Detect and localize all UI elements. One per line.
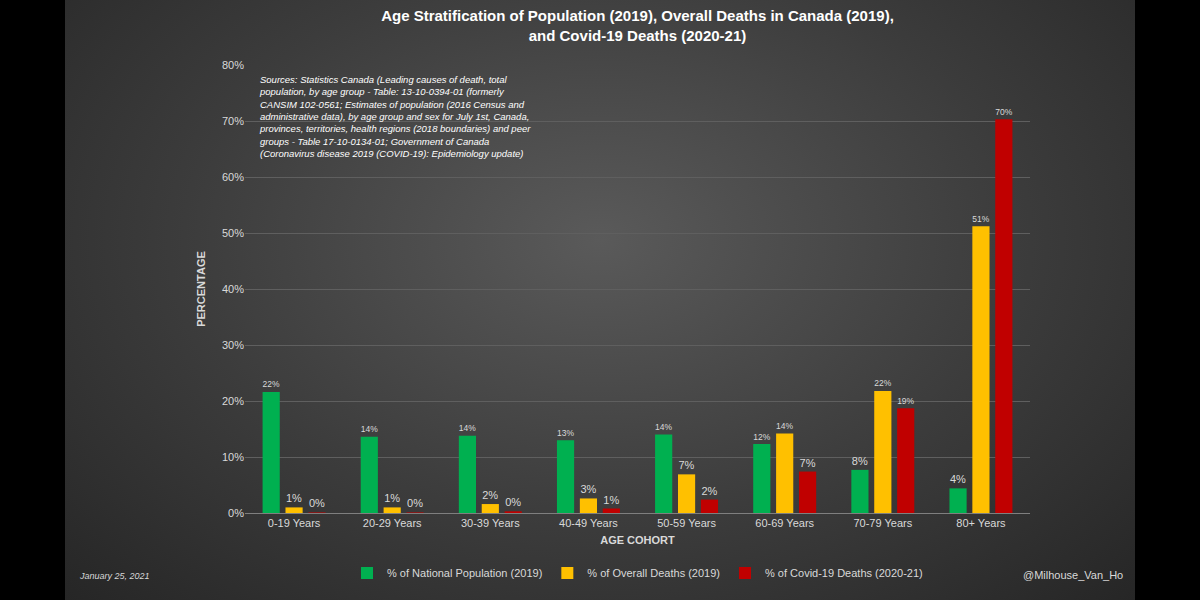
svg-text:19%: 19% [897,396,914,406]
svg-text:1%: 1% [603,494,619,506]
svg-text:60%: 60% [222,171,244,183]
svg-text:Age Stratification of Populati: Age Stratification of Population (2019),… [381,7,894,44]
svg-text:14%: 14% [776,421,793,431]
svg-text:50-59 Years: 50-59 Years [657,517,716,529]
svg-text:4%: 4% [950,473,966,485]
svg-text:30-39 Years: 30-39 Years [461,517,520,529]
svg-text:40%: 40% [222,283,244,295]
svg-text:20%: 20% [222,395,244,407]
svg-text:10%: 10% [222,451,244,463]
svg-text:12%: 12% [753,432,770,442]
svg-text:0%: 0% [505,496,521,508]
svg-text:7%: 7% [800,457,816,469]
svg-text:7%: 7% [679,459,695,471]
svg-text:3%: 3% [580,483,596,495]
svg-text:0%: 0% [309,497,325,509]
svg-text:70%: 70% [995,107,1012,117]
svg-text:50%: 50% [222,227,244,239]
svg-text:30%: 30% [222,339,244,351]
svg-text:70%: 70% [222,115,244,127]
svg-text:70-79 Years: 70-79 Years [853,517,912,529]
svg-text:22%: 22% [874,378,891,388]
svg-text:2%: 2% [701,485,717,497]
svg-text:PERCENTAGE: PERCENTAGE [195,251,207,327]
svg-text:13%: 13% [557,428,574,438]
svg-text:0%: 0% [407,497,423,509]
svg-text:40-49 Years: 40-49 Years [559,517,618,529]
svg-text:60-69 Years: 60-69 Years [755,517,814,529]
svg-text:AGE COHORT: AGE COHORT [600,534,675,546]
svg-text:% of National Population (2019: % of National Population (2019) [387,567,542,579]
svg-text:80%: 80% [222,59,244,71]
svg-text:0%: 0% [228,507,244,519]
svg-text:@Milhouse_Van_Ho: @Milhouse_Van_Ho [1023,569,1123,581]
svg-text:0-19 Years: 0-19 Years [268,517,321,529]
svg-text:20-29 Years: 20-29 Years [363,517,422,529]
svg-text:2%: 2% [482,489,498,501]
svg-text:80+ Years: 80+ Years [956,517,1006,529]
svg-text:1%: 1% [384,492,400,504]
svg-text:January 25, 2021: January 25, 2021 [79,571,150,581]
svg-text:14%: 14% [459,423,476,433]
svg-text:22%: 22% [263,379,280,389]
svg-text:Sources: Statistics Canada (Le: Sources: Statistics Canada (Leading caus… [259,74,531,159]
svg-text:8%: 8% [852,455,868,467]
svg-text:% of Overall Deaths (2019): % of Overall Deaths (2019) [587,567,720,579]
svg-text:1%: 1% [286,492,302,504]
svg-text:14%: 14% [655,422,672,432]
svg-text:14%: 14% [361,424,378,434]
svg-text:% of Covid-19 Deaths (2020-21): % of Covid-19 Deaths (2020-21) [765,567,923,579]
svg-text:51%: 51% [972,214,989,224]
